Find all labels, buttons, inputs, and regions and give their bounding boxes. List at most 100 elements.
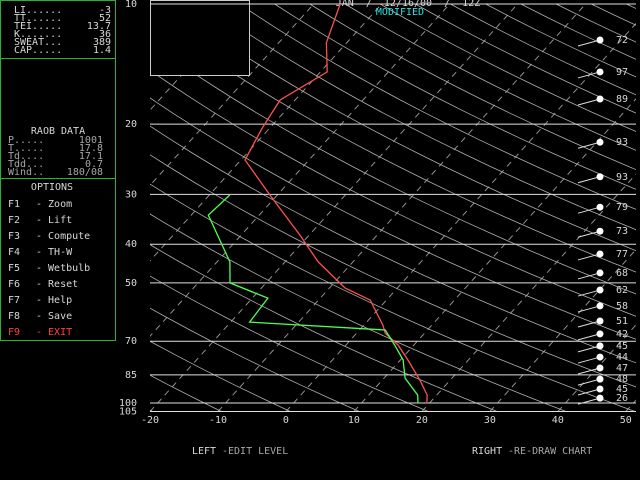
index-value: -3	[99, 5, 111, 16]
dry-adiabat	[274, 3, 636, 190]
wind-value: 72	[616, 35, 628, 46]
isotherm	[217, 3, 586, 412]
wind-staff	[577, 206, 601, 214]
index-label: CAP.....	[14, 45, 62, 56]
dry-adiabat	[379, 3, 636, 132]
option-key[interactable]: F6	[8, 279, 20, 290]
index-label: TEI.....	[14, 21, 62, 32]
wind-level-dot	[596, 36, 604, 44]
index-label: TT......	[14, 13, 62, 24]
wind-level-dot	[596, 173, 604, 181]
option-label[interactable]: - Help	[36, 295, 72, 306]
wind-staff	[577, 305, 601, 313]
y-tick-label: 40	[125, 239, 137, 250]
wind-level-dot	[596, 95, 604, 103]
wind-level-dot	[596, 394, 604, 402]
wind-staff	[577, 39, 601, 47]
profile-line	[207, 194, 419, 404]
index-value: 389	[93, 37, 111, 48]
wind-level-dot	[596, 353, 604, 361]
option-label[interactable]: - Save	[36, 311, 72, 322]
y-tick-label: 20	[125, 119, 137, 130]
index-label: SWEAT...	[14, 37, 62, 48]
wind-value: 97	[616, 67, 628, 78]
dry-adiabat	[150, 97, 636, 340]
raob-title: RAOB DATA	[31, 126, 85, 137]
dry-adiabat	[150, 244, 498, 412]
wind-staff	[577, 345, 601, 353]
wind-staff	[577, 333, 601, 341]
wind-value: 58	[616, 301, 628, 312]
wind-staff	[577, 141, 601, 149]
index-label: LI......	[14, 5, 62, 16]
raob-label: Wind..	[8, 167, 44, 178]
wind-level-dot	[596, 138, 604, 146]
wind-value: 42	[616, 329, 628, 340]
wind-level-dot	[596, 269, 604, 277]
option-key[interactable]: F9	[8, 327, 20, 338]
option-label[interactable]: - Reset	[36, 279, 78, 290]
wind-staff	[577, 71, 601, 79]
dry-adiabat	[150, 307, 360, 412]
wind-value: 68	[616, 268, 628, 279]
wind-value: 93	[616, 137, 628, 148]
x-tick-label: 40	[552, 415, 564, 426]
option-label[interactable]: - Wetbulb	[36, 263, 90, 274]
dry-adiabat	[485, 3, 636, 78]
wind-staff	[577, 230, 601, 238]
dry-adiabat	[168, 3, 636, 252]
y-tick-label: 30	[125, 189, 137, 200]
raob-value: 17.8	[79, 143, 103, 154]
wind-level-dot	[596, 286, 604, 294]
raob-value: 0.7	[85, 159, 103, 170]
y-tick-label: 100	[119, 398, 137, 409]
wind-level-dot	[596, 375, 604, 383]
wind-level-dot	[596, 250, 604, 258]
wind-staff	[577, 272, 601, 280]
dry-adiabat	[150, 125, 636, 364]
y-tick-label: 105	[119, 407, 137, 418]
x-tick-label: 30	[484, 415, 496, 426]
header-status: MODIFIED	[376, 7, 424, 18]
option-label[interactable]: - TH-W	[36, 247, 73, 258]
raob-label: Tdd...	[8, 159, 44, 170]
wind-value: 47	[616, 363, 628, 374]
option-label[interactable]: - Zoom	[36, 199, 72, 210]
wind-value: 89	[616, 94, 628, 105]
option-key[interactable]: F5	[8, 263, 20, 274]
inset-box	[150, 0, 250, 76]
option-key[interactable]: F7	[8, 295, 20, 306]
x-tick-label: 0	[283, 415, 289, 426]
wind-staff	[577, 98, 601, 106]
wind-staff	[577, 320, 601, 328]
wind-staff	[577, 253, 601, 261]
index-label: K.......	[14, 29, 62, 40]
wind-level-dot	[596, 342, 604, 350]
wind-staff	[577, 356, 601, 364]
option-key[interactable]: F3	[8, 231, 20, 242]
panel-frame	[0, 0, 116, 341]
dry-adiabat	[344, 3, 636, 151]
option-key[interactable]: F8	[8, 311, 20, 322]
isotherm	[353, 98, 636, 412]
option-key[interactable]: F2	[8, 215, 20, 226]
dry-adiabat	[150, 154, 636, 388]
isotherm	[150, 3, 518, 412]
x-tick-label: 50	[620, 415, 632, 426]
option-key[interactable]: F1	[8, 199, 20, 210]
wind-staff	[577, 289, 601, 297]
dry-adiabat	[309, 3, 636, 171]
option-label[interactable]: - Lift	[36, 215, 72, 226]
wind-staff	[577, 397, 601, 405]
isotherm	[557, 324, 636, 412]
wind-value: 26	[616, 393, 628, 404]
footer-right-key: RIGHT	[472, 446, 502, 457]
index-value: 36	[99, 29, 111, 40]
isotherm	[421, 173, 636, 412]
x-tick-label: 20	[416, 415, 428, 426]
option-key[interactable]: F4	[8, 247, 20, 258]
option-label[interactable]: - EXIT	[36, 327, 72, 338]
option-label[interactable]: - Compute	[36, 231, 90, 242]
side-panel	[0, 0, 116, 341]
